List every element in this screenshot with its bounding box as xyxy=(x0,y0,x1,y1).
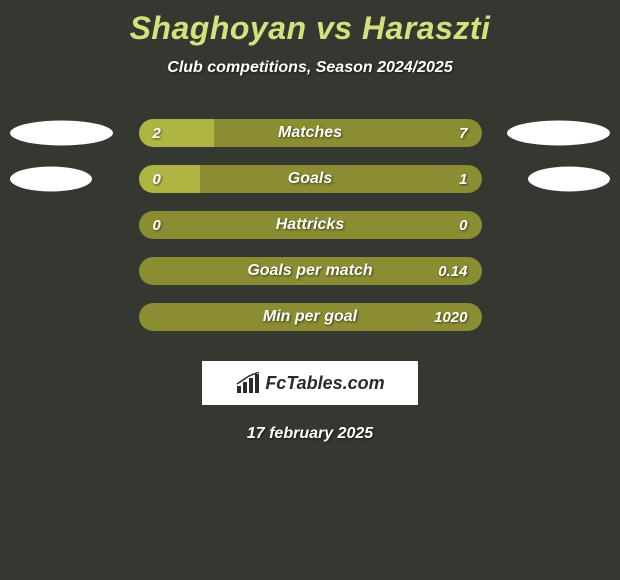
stat-row: 27Matches xyxy=(0,119,620,147)
stat-value-right: 1 xyxy=(459,165,467,193)
stat-value-left: 0 xyxy=(153,165,161,193)
brand-box: FcTables.com xyxy=(202,361,418,405)
stat-bar-fill xyxy=(139,165,201,193)
date-text: 17 february 2025 xyxy=(0,425,620,443)
stat-value-right: 1020 xyxy=(434,303,467,331)
stat-label: Hattricks xyxy=(139,211,482,239)
stat-value-right: 0 xyxy=(459,211,467,239)
team-logo-left xyxy=(10,121,113,146)
stat-row: 0.14Goals per match xyxy=(0,257,620,285)
stat-value-left: 0 xyxy=(153,211,161,239)
stat-bar: 27Matches xyxy=(139,119,482,147)
stat-bar: 1020Min per goal xyxy=(139,303,482,331)
brand-text: FcTables.com xyxy=(265,373,384,394)
stat-bar: 0.14Goals per match xyxy=(139,257,482,285)
stat-bar: 0 0Hattricks xyxy=(139,211,482,239)
page-title: Shaghoyan vs Haraszti xyxy=(0,0,620,47)
stats-rows: 27Matches01Goals00Hattricks0.14Goals per… xyxy=(0,119,620,331)
team-logo-left xyxy=(10,167,92,192)
stat-bar-fill xyxy=(139,119,214,147)
stat-value-right: 0.14 xyxy=(438,257,467,285)
stat-row: 0 0Hattricks xyxy=(0,211,620,239)
stat-bar: 01Goals xyxy=(139,165,482,193)
stat-value-left: 2 xyxy=(153,119,161,147)
stat-label: Goals per match xyxy=(139,257,482,285)
subtitle: Club competitions, Season 2024/2025 xyxy=(0,59,620,77)
team-logo-right xyxy=(528,167,610,192)
team-logo-right xyxy=(507,121,610,146)
stat-row: 01Goals xyxy=(0,165,620,193)
brand-chart-icon xyxy=(235,372,261,394)
stat-label: Min per goal xyxy=(139,303,482,331)
stat-value-right: 7 xyxy=(459,119,467,147)
stat-row: 1020Min per goal xyxy=(0,303,620,331)
